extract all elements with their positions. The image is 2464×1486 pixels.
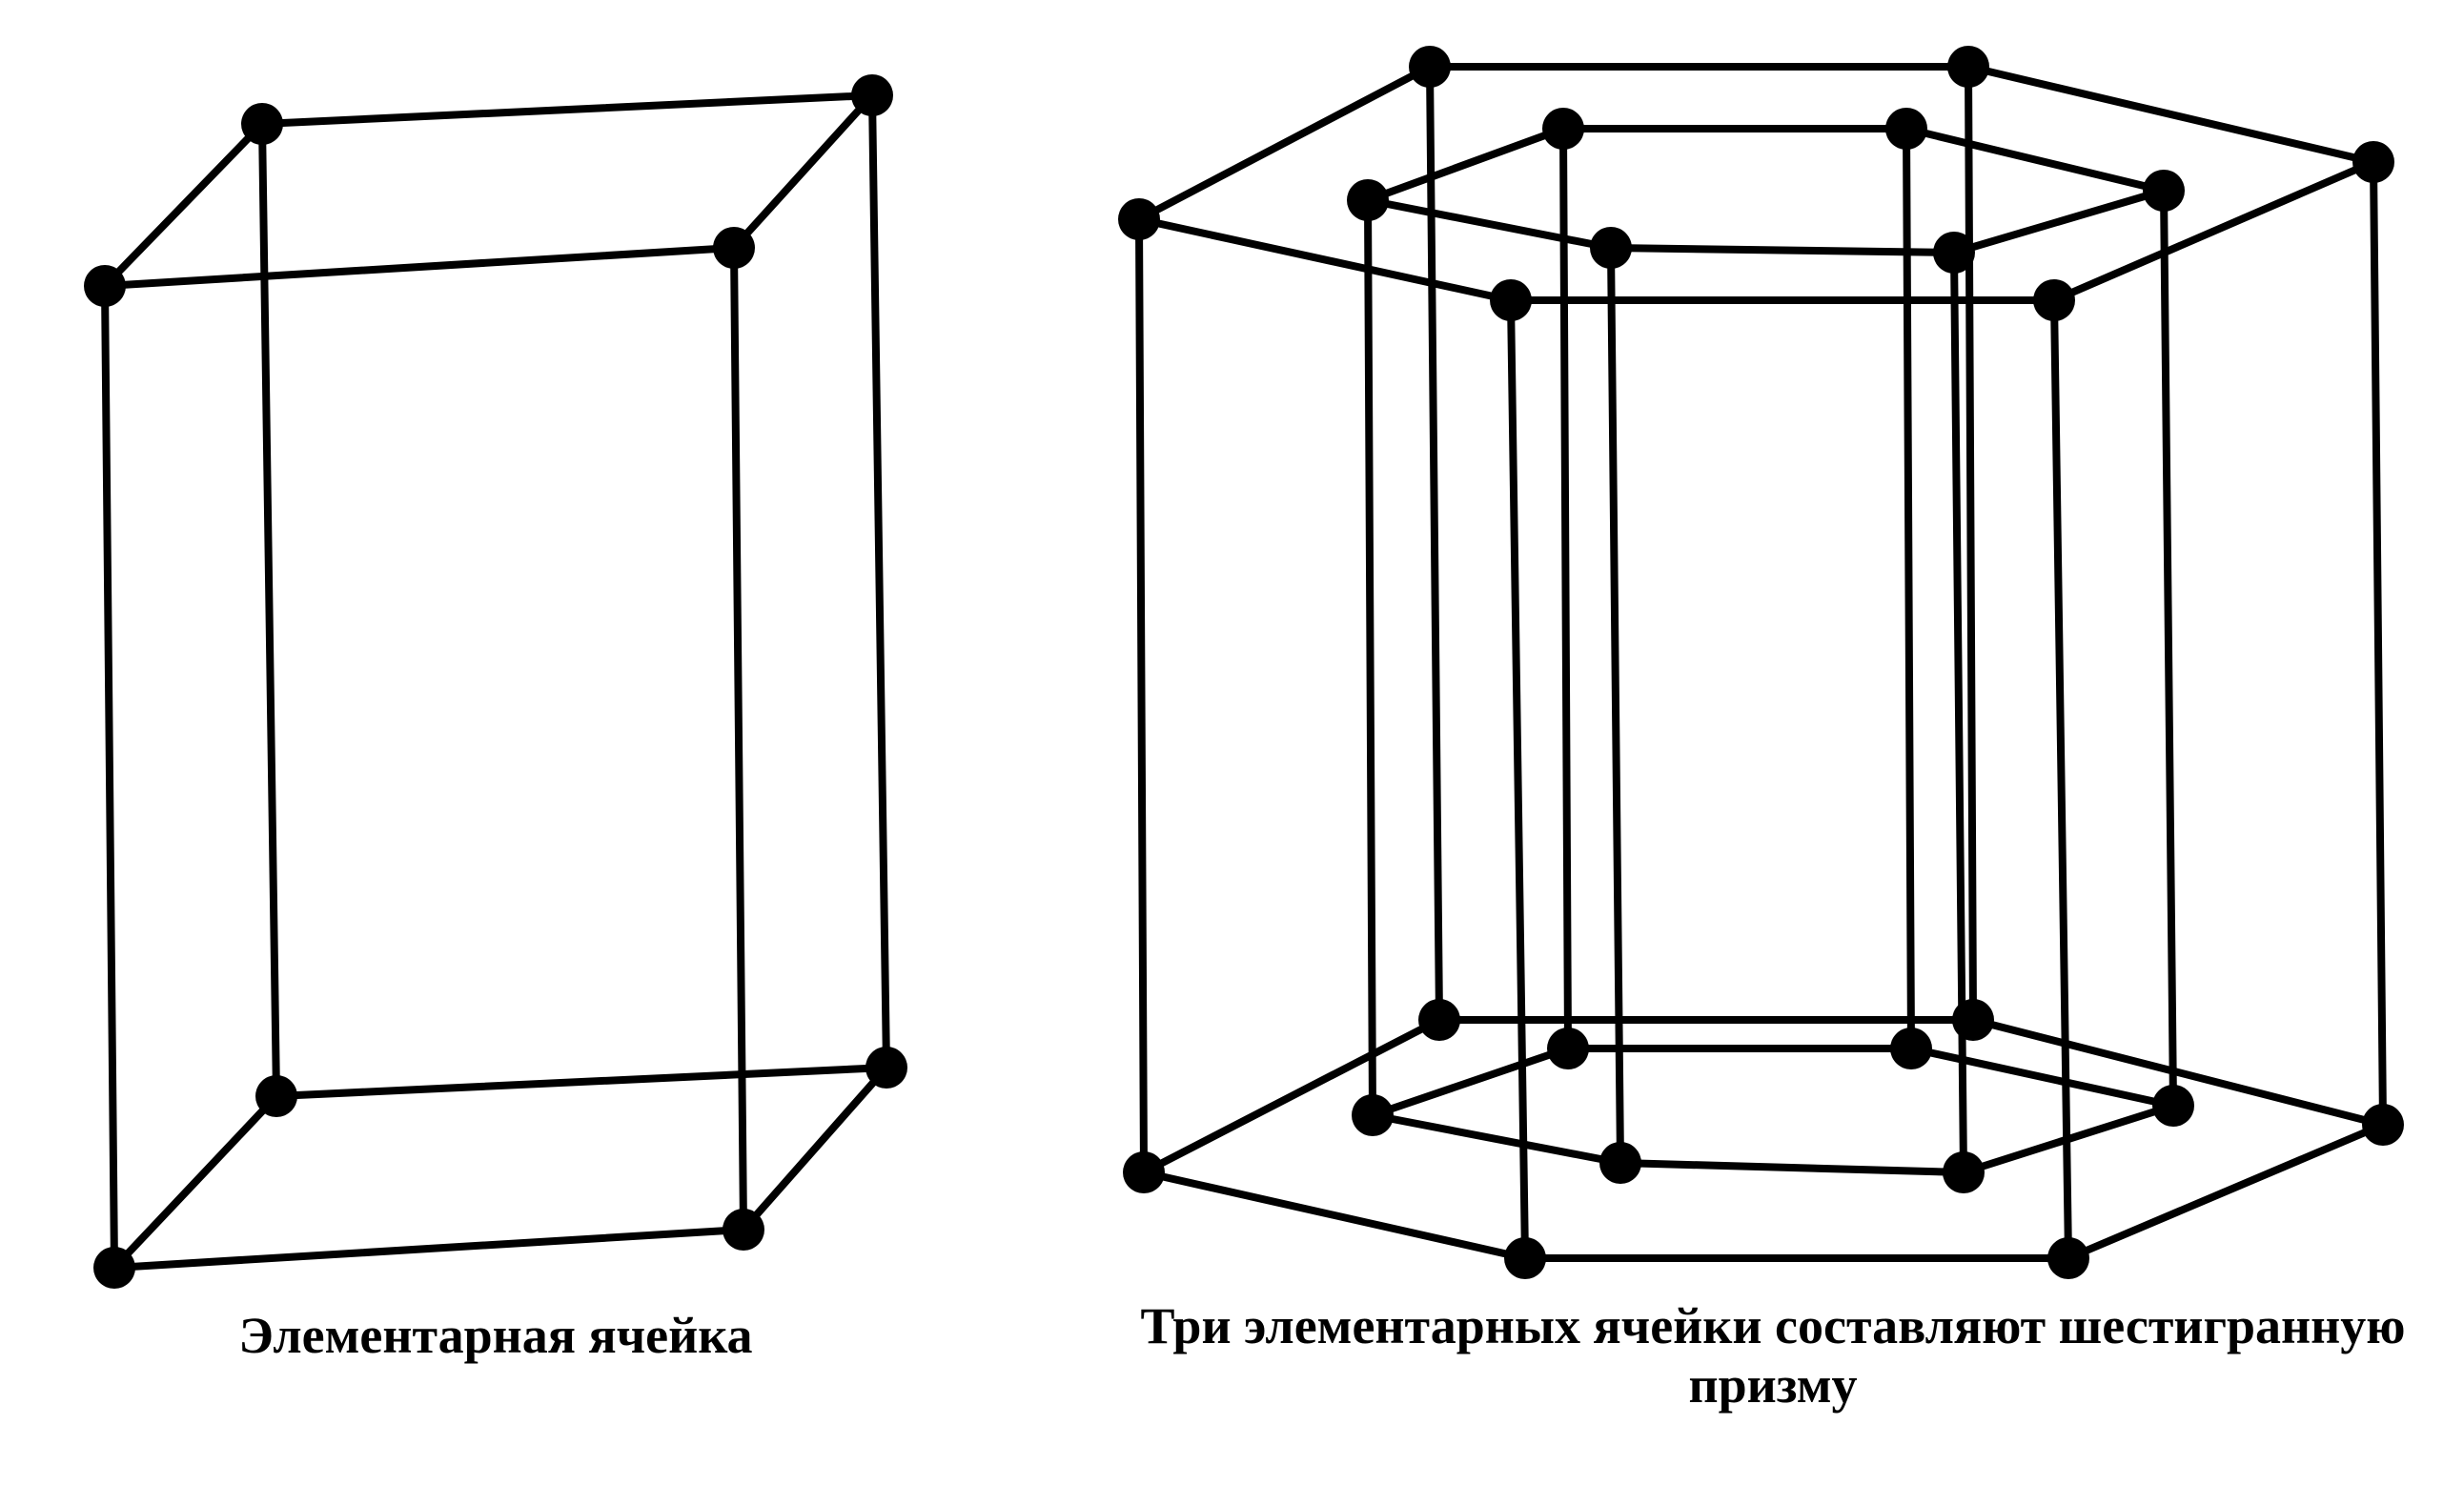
canvas: Элементарная ячейка Три элементарных яче… [0, 0, 2464, 1486]
diagram-svg [0, 0, 2464, 1486]
caption-right: Три элементарных ячейки составляют шести… [1106, 1296, 2440, 1415]
caption-left: Элементарная ячейка [67, 1306, 925, 1365]
